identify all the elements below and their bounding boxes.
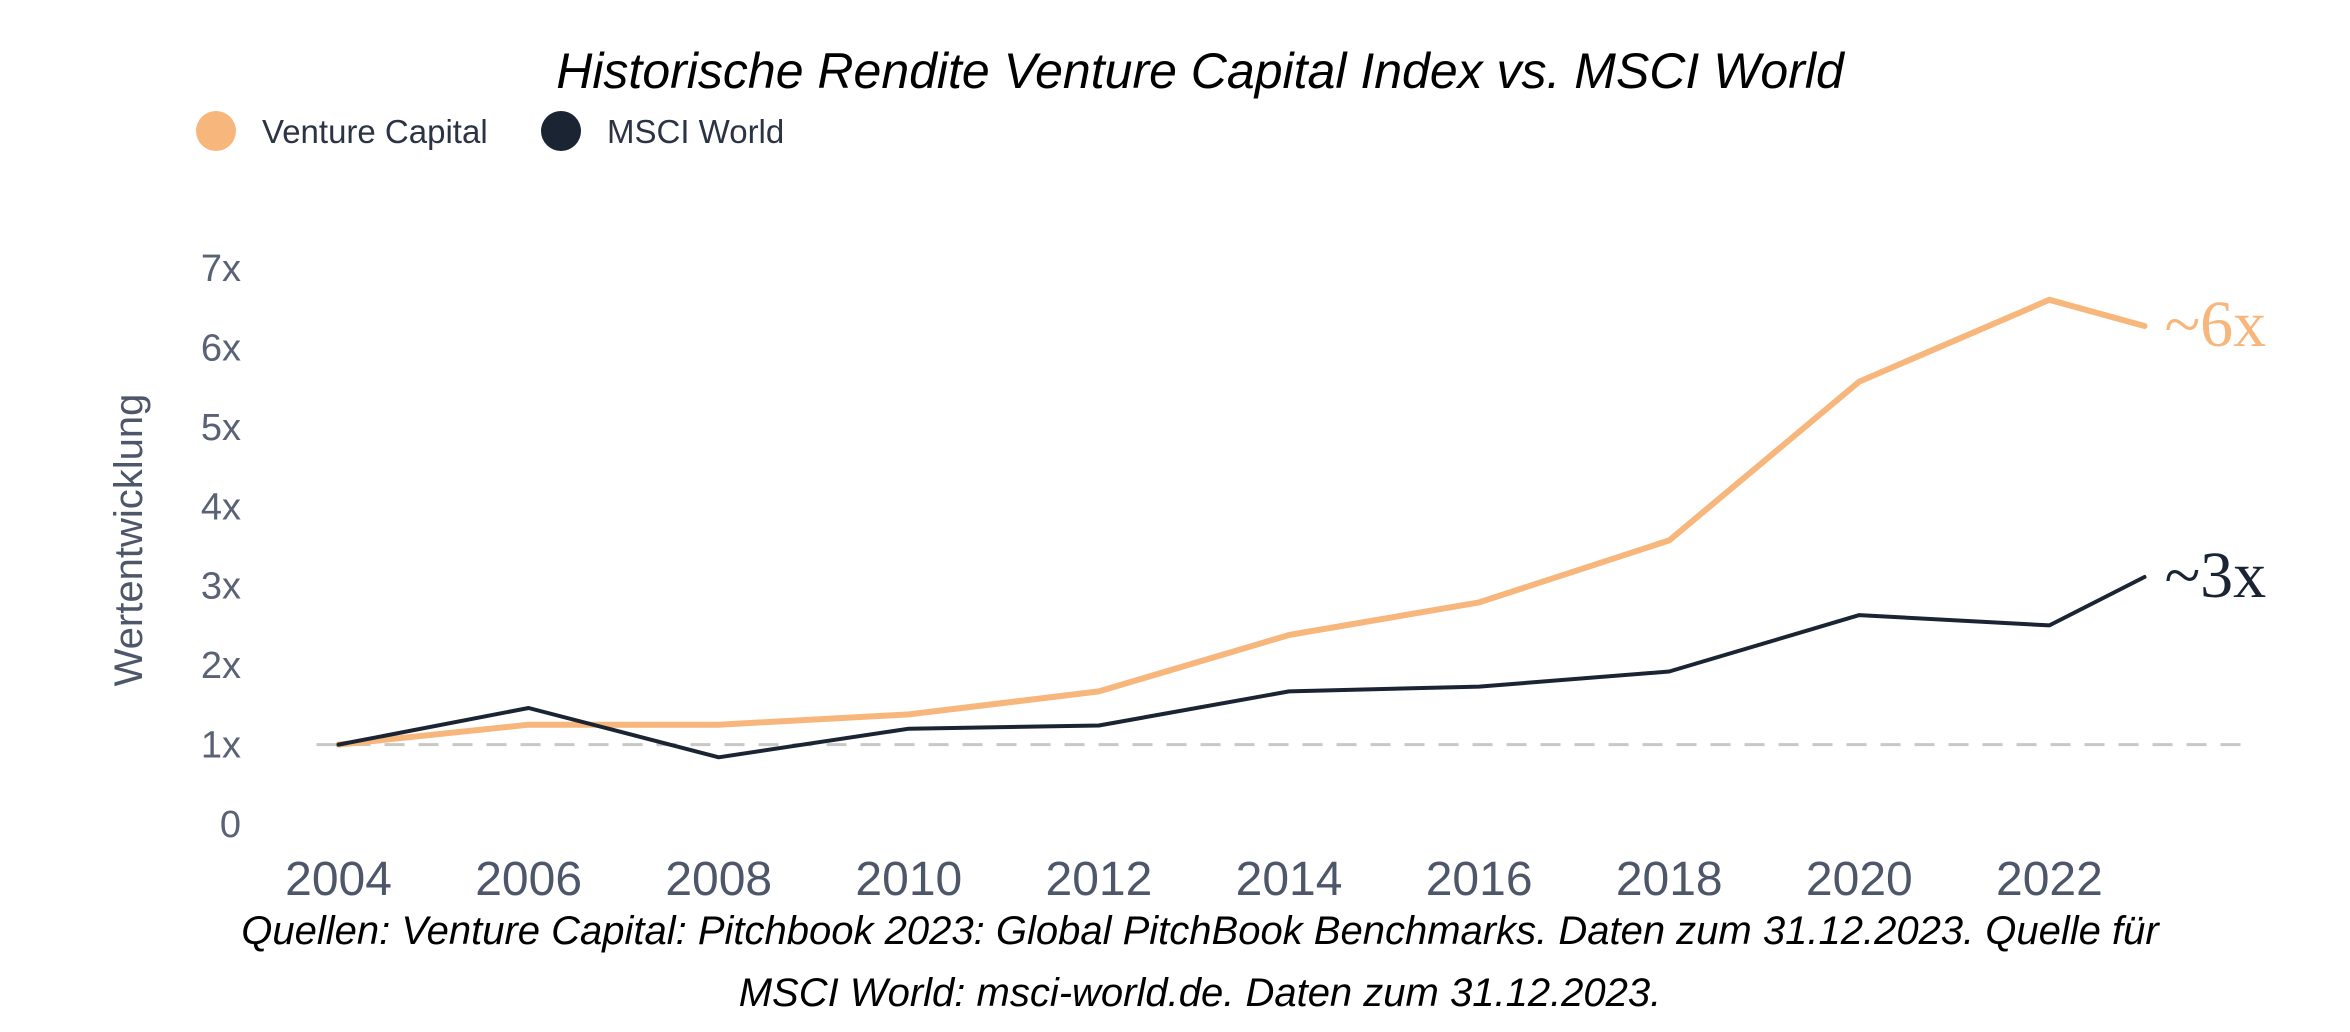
x-tick-label: 2022 [1996,853,2103,906]
legend: Venture Capital MSCI World [196,111,784,151]
end-label-venture-capital: ~6x [2164,288,2266,361]
source-note-line-1: Quellen: Venture Capital: Pitchbook 2023… [241,909,2160,953]
y-tick-label: 3x [201,566,241,608]
x-tick-label: 2008 [665,853,772,906]
x-tick-label: 2010 [855,853,962,906]
y-tick-label: 5x [201,407,241,449]
y-tick-label: 4x [201,486,241,528]
y-tick-label: 1x [201,725,241,767]
y-axis-ticks: 0 1x 2x 3x 4x 5x 6x 7x [201,248,241,846]
legend-label-msci-world: MSCI World [607,113,784,150]
x-tick-label: 2020 [1806,853,1913,906]
x-tick-label: 2006 [475,853,582,906]
legend-label-venture-capital: Venture Capital [262,113,488,150]
series-lines [335,296,2148,760]
x-tick-label: 2012 [1046,853,1153,906]
y-tick-label: 6x [201,327,241,369]
x-tick-label: 2004 [285,853,392,906]
x-tick-label: 2014 [1236,853,1343,906]
legend-marker-msci-world [541,111,581,151]
y-axis-label: Wertentwicklung [107,394,151,687]
legend-marker-venture-capital [196,111,236,151]
source-note-line-2: MSCI World: msci-world.de. Daten zum 31.… [739,971,1662,1015]
chart-title: Historische Rendite Venture Capital Inde… [556,43,1846,99]
x-axis-ticks: 2004 2006 2008 2010 2012 2014 2016 2018 2020 2022 [285,853,2103,906]
y-tick-label: 0 [220,804,241,846]
x-tick-label: 2016 [1426,853,1533,906]
x-tick-label: 2018 [1616,853,1723,906]
end-labels: ~6x ~3x [2164,288,2266,612]
series-line-msci-world [336,575,2147,760]
series-line-venture-capital [335,296,2148,748]
y-tick-label: 7x [201,248,241,290]
y-tick-label: 2x [201,645,241,687]
end-label-msci-world: ~3x [2164,539,2266,612]
